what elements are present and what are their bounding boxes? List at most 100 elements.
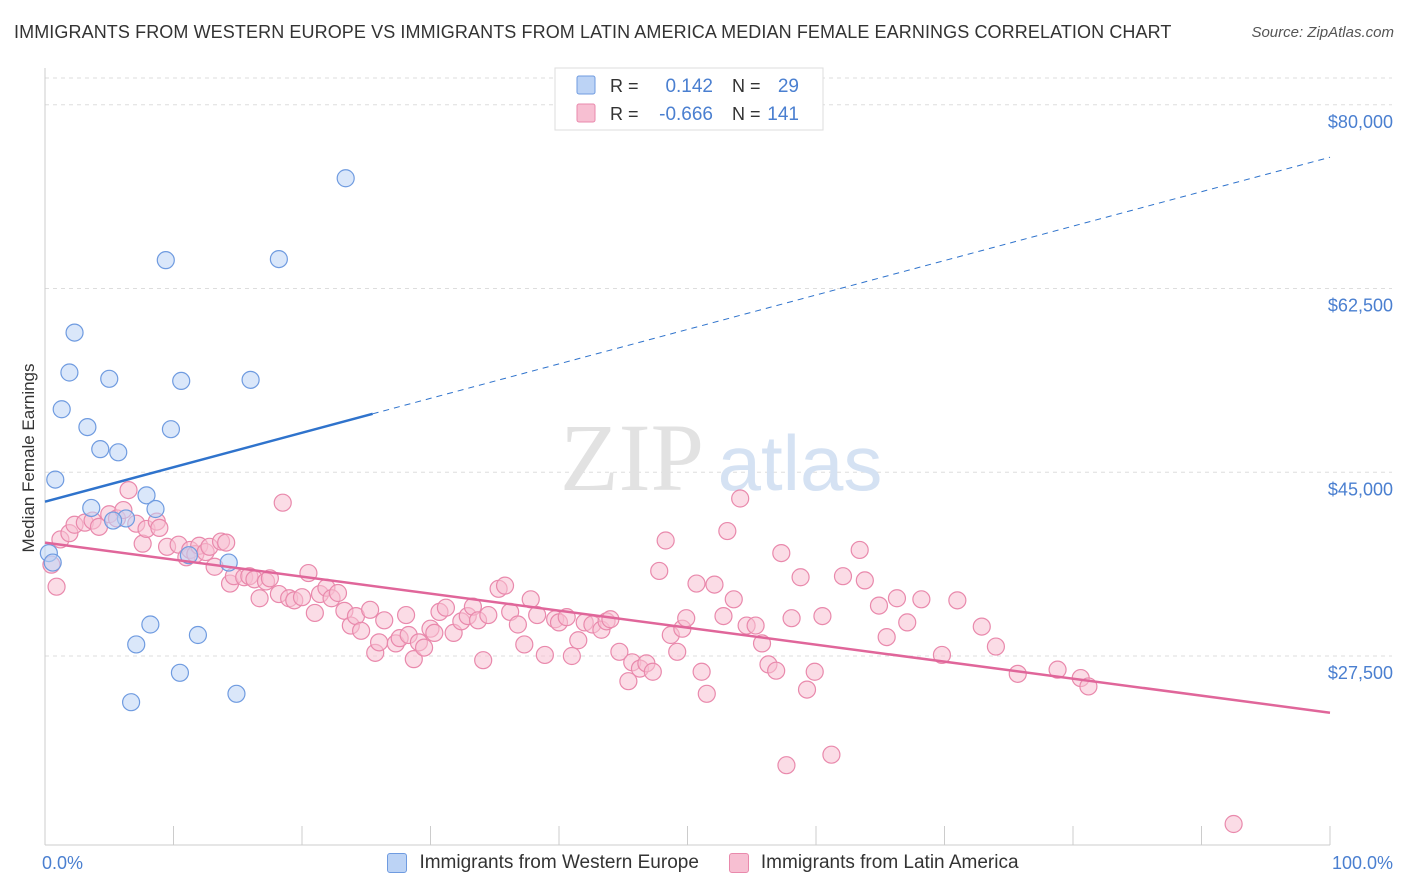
data-point-blue <box>78 418 97 437</box>
series-legend: Immigrants from Western Europe Immigrant… <box>0 852 1406 874</box>
data-point-blue <box>269 250 288 269</box>
data-point-pink <box>718 521 737 541</box>
data-point-pink <box>887 589 907 608</box>
stats-legend-n-label: N = <box>732 76 761 96</box>
data-point-blue <box>109 443 128 462</box>
y-axis-label: Median Female Earnings <box>19 364 38 553</box>
legend-swatch-pink <box>728 853 749 873</box>
data-point-pink <box>724 590 743 609</box>
data-point-blue <box>82 498 101 518</box>
series-western-europe-points <box>39 169 355 712</box>
data-point-blue <box>91 440 110 459</box>
data-point-pink <box>746 616 765 635</box>
data-point-pink <box>772 543 791 563</box>
data-point-pink <box>404 650 423 669</box>
x-tick-label-max: 100.0% <box>1332 853 1393 873</box>
data-point-blue <box>65 323 84 342</box>
data-point-pink <box>535 645 554 665</box>
data-point-pink <box>396 605 416 625</box>
y-tick-labels: $27,500 $45,000 $62,500 $80,000 <box>1328 112 1393 683</box>
y-tick-label: $80,000 <box>1328 112 1393 132</box>
data-point-pink <box>515 635 534 654</box>
data-point-pink <box>414 638 434 657</box>
data-point-pink <box>714 606 733 626</box>
data-point-pink <box>668 642 687 661</box>
data-point-blue <box>141 615 160 634</box>
data-point-pink <box>1008 664 1027 683</box>
data-point-pink <box>619 672 638 691</box>
data-point-pink <box>912 590 931 609</box>
data-point-pink <box>119 481 138 500</box>
legend-label-western-europe: Immigrants from Western Europe <box>419 852 699 873</box>
data-point-blue <box>121 693 141 712</box>
data-point-blue <box>52 400 71 419</box>
data-point-blue <box>156 251 175 270</box>
data-point-pink <box>217 533 236 552</box>
y-tick-label: $62,500 <box>1328 296 1393 316</box>
data-point-pink <box>813 606 832 626</box>
data-point-blue <box>46 470 65 489</box>
data-point-pink <box>375 611 394 630</box>
data-point-pink <box>425 623 444 643</box>
data-point-pink <box>47 577 66 596</box>
data-point-pink <box>869 596 889 615</box>
stats-legend-r-value-pink: -0.666 <box>659 104 713 125</box>
data-point-pink <box>855 571 874 590</box>
chart-title: IMMIGRANTS FROM WESTERN EUROPE VS IMMIGR… <box>14 22 1172 42</box>
trend-lines <box>44 156 1331 714</box>
stats-legend: R = 0.142 N = 29 R = -0.666 N = 141 <box>554 67 824 131</box>
data-point-pink <box>150 518 169 538</box>
stats-legend-box <box>554 67 824 131</box>
data-point-pink <box>474 651 493 670</box>
data-point-pink <box>833 567 853 586</box>
data-point-blue <box>146 499 165 519</box>
data-point-pink <box>777 756 796 775</box>
data-point-pink <box>932 645 952 665</box>
data-point-blue <box>170 663 190 682</box>
data-point-blue <box>161 420 181 439</box>
data-point-blue <box>241 370 260 389</box>
data-point-pink <box>850 540 869 560</box>
data-point-pink <box>797 680 817 699</box>
data-point-pink <box>508 615 527 634</box>
data-point-blue <box>60 363 79 382</box>
stats-legend-n-value-pink: 141 <box>767 104 799 125</box>
data-point-pink <box>273 493 292 512</box>
data-point-pink <box>972 617 991 636</box>
data-point-pink <box>495 576 515 595</box>
data-point-pink <box>877 627 896 647</box>
data-point-pink <box>250 589 269 608</box>
data-point-pink <box>731 489 750 508</box>
source-label: Source: ZipAtlas.com <box>1251 24 1394 41</box>
watermark-zip: ZIP <box>560 404 704 511</box>
stats-legend-r-value-blue: 0.142 <box>665 76 713 97</box>
stats-legend-r-label: R = <box>610 104 639 124</box>
data-point-pink <box>898 613 917 632</box>
data-point-pink <box>1048 660 1067 679</box>
data-point-pink <box>687 574 706 593</box>
data-point-blue <box>127 635 146 654</box>
data-point-pink <box>352 621 371 640</box>
watermark: ZIP atlas <box>560 404 882 511</box>
data-point-pink <box>328 583 348 603</box>
data-point-pink <box>948 591 967 610</box>
legend-item-western-europe: Immigrants from Western Europe <box>387 852 699 874</box>
data-point-pink <box>370 633 389 652</box>
data-point-blue <box>172 371 191 390</box>
data-point-pink <box>436 598 456 617</box>
data-point-pink <box>361 600 380 619</box>
x-tick-labels: 0.0% 100.0% <box>42 853 1393 873</box>
data-point-blue <box>43 553 62 572</box>
data-point-pink <box>782 609 801 628</box>
data-point-pink <box>479 605 498 625</box>
data-point-pink <box>610 642 629 661</box>
stats-legend-swatch-pink <box>576 103 596 123</box>
data-point-pink <box>791 568 810 587</box>
data-point-blue <box>100 369 119 388</box>
data-point-blue <box>188 625 208 645</box>
y-tick-label: $27,500 <box>1328 663 1393 683</box>
trend-line-latin-america <box>44 541 1331 714</box>
data-point-pink <box>643 662 662 681</box>
series-latin-america-points <box>42 481 1243 834</box>
